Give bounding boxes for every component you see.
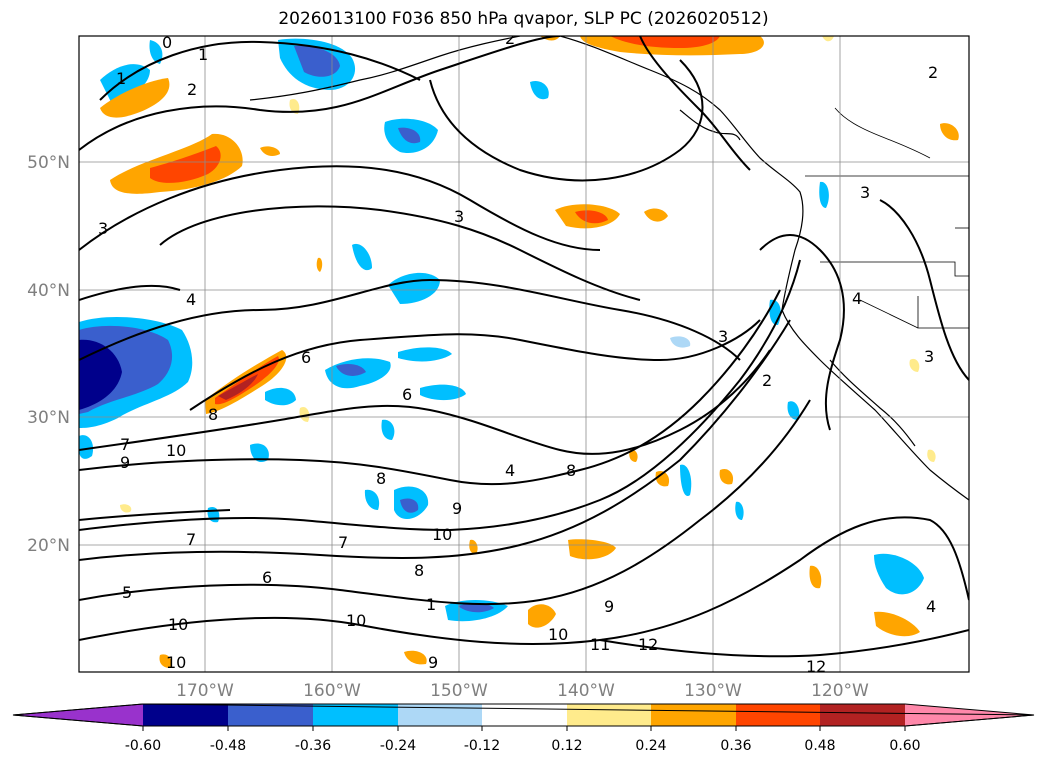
lat-label: 30°N bbox=[27, 408, 70, 428]
contour-label: 10 bbox=[432, 525, 452, 544]
contour-label: 2 bbox=[187, 80, 197, 99]
colorbar-segment bbox=[820, 704, 905, 726]
contour-label: 11 bbox=[590, 635, 610, 654]
lon-label: 150°W bbox=[430, 681, 488, 701]
colorbar-segment bbox=[482, 704, 567, 726]
colorbar-tick-label: 0.48 bbox=[804, 738, 835, 754]
contour-labels: 0 1 2 2 2 3 3 3 3 4 4 4 6 6 7 7 7 8 8 8 … bbox=[98, 29, 938, 676]
figure-title: 2026013100 F036 850 hPa qvapor, SLP PC (… bbox=[278, 9, 769, 29]
contour-label: 10 bbox=[166, 653, 186, 672]
slp-contours bbox=[79, 36, 969, 658]
contour-label: 8 bbox=[376, 469, 386, 488]
contour-label: 8 bbox=[414, 561, 424, 580]
lon-label: 170°W bbox=[176, 681, 234, 701]
political-borders bbox=[805, 107, 969, 329]
contour-label: 4 bbox=[926, 597, 936, 616]
contour-label: 9 bbox=[120, 453, 130, 472]
contour-label: 2 bbox=[762, 371, 772, 390]
contour-label: 3 bbox=[860, 183, 870, 202]
lon-label: 140°W bbox=[557, 681, 615, 701]
colorbar-tick-label: 0.12 bbox=[551, 738, 582, 754]
contour-label: 6 bbox=[301, 348, 311, 367]
contour-label: 8 bbox=[208, 405, 218, 424]
colorbar-extend-max bbox=[905, 704, 1034, 726]
colorbar-segment bbox=[567, 704, 651, 726]
contour-label: 3 bbox=[924, 347, 934, 366]
lon-label: 120°W bbox=[811, 681, 869, 701]
colorbar-tick-labels: -0.60 -0.48 -0.36 -0.24 -0.12 0.12 0.24 … bbox=[125, 738, 921, 754]
colorbar-segment bbox=[313, 704, 398, 726]
colorbar: -0.60 -0.48 -0.36 -0.24 -0.12 0.12 0.24 … bbox=[12, 703, 1035, 754]
colorbar-tick-label: -0.48 bbox=[210, 738, 246, 754]
colorbar-tick-label: -0.12 bbox=[464, 738, 500, 754]
contour-label: 10 bbox=[346, 611, 366, 630]
contour-label: 4 bbox=[186, 290, 196, 309]
contour-label: 9 bbox=[604, 597, 614, 616]
qvapor-shading bbox=[79, 36, 959, 668]
contour-label: 2 bbox=[928, 63, 938, 82]
contour-label: 6 bbox=[262, 568, 272, 587]
lat-label: 50°N bbox=[27, 153, 70, 173]
colorbar-segment bbox=[228, 704, 313, 726]
colorbar-segment bbox=[651, 704, 736, 726]
lat-label: 20°N bbox=[27, 536, 70, 556]
contour-label: 10 bbox=[168, 615, 188, 634]
contour-label: 1 bbox=[198, 45, 208, 64]
contour-label: 9 bbox=[452, 499, 462, 518]
map-frame bbox=[78, 35, 970, 673]
contour-label: 3 bbox=[718, 327, 728, 346]
lat-label: 40°N bbox=[27, 281, 70, 301]
contour-label: 10 bbox=[166, 441, 186, 460]
contour-label: 7 bbox=[120, 435, 130, 454]
contour-label: 12 bbox=[806, 657, 826, 676]
lat-labels: 50°N 40°N 30°N 20°N bbox=[27, 153, 70, 556]
contour-label: 3 bbox=[454, 207, 464, 226]
contour-label: 7 bbox=[186, 530, 196, 549]
contour-label: 4 bbox=[852, 289, 862, 308]
contour-label: 3 bbox=[98, 219, 108, 238]
contour-label: 12 bbox=[638, 635, 658, 654]
contour-label: 6 bbox=[402, 385, 412, 404]
contour-label: 10 bbox=[548, 625, 568, 644]
colorbar-tick-label: -0.24 bbox=[380, 738, 416, 754]
colorbar-tick-label: 0.60 bbox=[889, 738, 920, 754]
colorbar-tick-label: 0.36 bbox=[720, 738, 751, 754]
contour-label: 1 bbox=[426, 595, 436, 614]
lon-labels: 170°W 160°W 150°W 140°W 130°W 120°W bbox=[176, 681, 869, 701]
contour-label: 5 bbox=[122, 583, 132, 602]
contour-label: 2 bbox=[505, 29, 515, 48]
colorbar-tick-label: -0.36 bbox=[295, 738, 331, 754]
contour-label: 7 bbox=[338, 533, 348, 552]
colorbar-segment bbox=[736, 704, 820, 726]
colorbar-ticks bbox=[142, 726, 906, 731]
lon-label: 160°W bbox=[303, 681, 361, 701]
contour-label: 0 bbox=[162, 33, 172, 52]
colorbar-segment bbox=[143, 704, 228, 726]
contour-label: 1 bbox=[116, 69, 126, 88]
colorbar-tick-label: 0.24 bbox=[635, 738, 666, 754]
lon-label: 130°W bbox=[684, 681, 742, 701]
coastlines bbox=[249, 36, 969, 501]
colorbar-segment bbox=[398, 704, 482, 726]
contour-label: 8 bbox=[566, 461, 576, 480]
contour-label: 4 bbox=[505, 461, 515, 480]
colorbar-tick-label: -0.60 bbox=[125, 738, 161, 754]
colorbar-extend-min bbox=[13, 704, 143, 726]
contour-label: 9 bbox=[428, 653, 438, 672]
